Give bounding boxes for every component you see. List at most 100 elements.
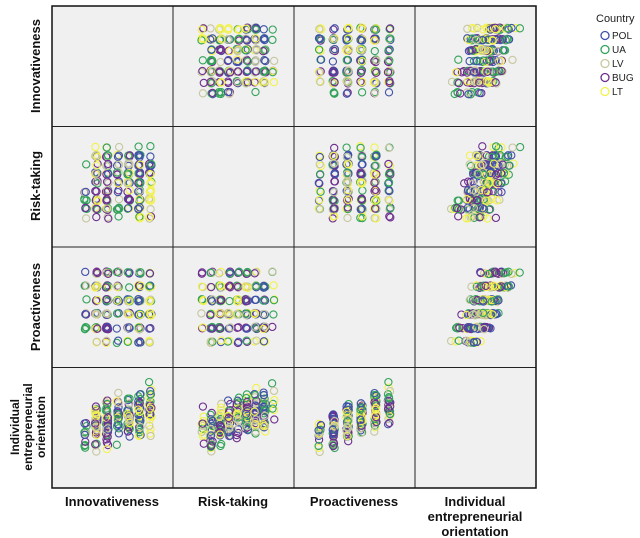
data-point-pol bbox=[342, 89, 351, 98]
data-point-lt bbox=[491, 25, 500, 34]
data-point-pol bbox=[260, 34, 269, 43]
data-point-bug bbox=[215, 67, 224, 76]
data-point-ua bbox=[146, 142, 155, 151]
data-point-bug bbox=[93, 268, 102, 278]
data-point-pol bbox=[224, 427, 233, 436]
data-point-pol bbox=[356, 205, 366, 214]
data-point-lt bbox=[112, 397, 121, 406]
data-point-ua bbox=[268, 68, 277, 77]
data-point-ua bbox=[114, 424, 123, 433]
data-point-pol bbox=[486, 324, 495, 333]
data-point-lv bbox=[344, 66, 353, 75]
data-point-bug bbox=[224, 413, 233, 423]
data-point-ua bbox=[500, 46, 510, 55]
data-point-lt bbox=[343, 34, 353, 43]
data-point-ua bbox=[268, 35, 277, 45]
data-point-lv bbox=[370, 427, 379, 436]
data-point-lt bbox=[125, 168, 134, 178]
data-point-lt bbox=[316, 161, 326, 171]
data-point-lt bbox=[145, 297, 154, 306]
data-point-ua bbox=[113, 410, 122, 419]
data-point-pol bbox=[223, 396, 233, 405]
cell-background bbox=[51, 5, 174, 127]
data-point-lt bbox=[452, 68, 461, 77]
data-point-ua bbox=[146, 390, 155, 399]
data-point-lt bbox=[370, 66, 379, 75]
data-point-pol bbox=[124, 323, 134, 332]
data-point-ua bbox=[269, 296, 279, 305]
data-point-pol bbox=[208, 34, 217, 43]
data-point-bug bbox=[470, 168, 479, 178]
data-point-ua bbox=[241, 417, 251, 426]
legend-label-lt: LT bbox=[612, 87, 623, 98]
data-point-lt bbox=[216, 267, 226, 277]
data-point-lt bbox=[484, 78, 494, 87]
data-point-lv bbox=[315, 68, 324, 77]
data-point-ua bbox=[241, 46, 250, 55]
data-point-lv bbox=[103, 309, 112, 319]
data-point-ua bbox=[357, 428, 367, 437]
data-point-ua bbox=[370, 46, 379, 56]
cell-background bbox=[293, 246, 416, 368]
data-point-bug bbox=[270, 415, 279, 424]
data-point-bug bbox=[103, 396, 112, 405]
legend-marker-lt bbox=[600, 86, 610, 97]
data-point-ua bbox=[103, 399, 112, 409]
data-point-lt bbox=[90, 406, 100, 415]
data-point-lt bbox=[372, 410, 381, 419]
data-point-pol bbox=[472, 337, 481, 347]
data-point-lt bbox=[482, 170, 491, 179]
data-point-pol bbox=[259, 34, 268, 44]
data-point-pol bbox=[492, 309, 501, 318]
data-point-ua bbox=[454, 55, 463, 64]
data-point-pol bbox=[260, 283, 269, 292]
data-point-lt bbox=[217, 78, 226, 87]
data-point-lt bbox=[357, 57, 367, 66]
data-point-lv bbox=[343, 422, 352, 432]
data-point-bug bbox=[384, 159, 393, 169]
data-point-lt bbox=[510, 268, 519, 278]
data-point-bug bbox=[497, 66, 506, 76]
data-point-ua bbox=[314, 441, 323, 451]
data-point-lt bbox=[476, 44, 486, 54]
data-point-lt bbox=[370, 196, 380, 205]
data-point-ua bbox=[134, 142, 143, 151]
data-point-lt bbox=[488, 310, 497, 319]
data-point-lv bbox=[342, 426, 351, 435]
data-point-pol bbox=[225, 268, 234, 277]
plot-cells bbox=[51, 5, 537, 489]
data-point-lv bbox=[467, 282, 476, 291]
data-point-lv bbox=[114, 388, 123, 398]
data-point-lt bbox=[356, 45, 365, 54]
data-point-pol bbox=[114, 420, 123, 430]
data-point-ua bbox=[356, 213, 365, 223]
data-point-ua bbox=[112, 168, 122, 177]
data-point-lv bbox=[223, 308, 233, 318]
data-point-bug bbox=[330, 177, 340, 186]
cell-proactiveness-vs-proactiveness bbox=[293, 246, 416, 368]
data-point-lt bbox=[269, 281, 278, 290]
data-point-pol bbox=[113, 152, 123, 161]
data-point-ua bbox=[252, 281, 261, 291]
data-point-ua bbox=[316, 169, 325, 179]
data-point-lv bbox=[344, 45, 353, 55]
data-point-ua bbox=[479, 170, 488, 179]
data-point-lt bbox=[197, 25, 206, 34]
data-point-ua bbox=[258, 400, 268, 409]
data-point-ua bbox=[234, 413, 243, 422]
data-point-bug bbox=[329, 66, 338, 75]
data-point-bug bbox=[224, 408, 234, 417]
data-point-lt bbox=[241, 24, 250, 33]
data-point-lv bbox=[198, 89, 208, 98]
data-point-pol bbox=[463, 203, 473, 212]
data-point-lv bbox=[315, 25, 324, 34]
data-point-lv bbox=[214, 269, 224, 278]
data-point-bug bbox=[145, 269, 155, 278]
data-point-ua bbox=[112, 440, 121, 449]
data-point-bug bbox=[329, 441, 338, 451]
data-point-lt bbox=[492, 196, 502, 205]
cell-background bbox=[293, 5, 416, 127]
data-point-pol bbox=[469, 324, 479, 333]
data-point-bug bbox=[103, 159, 113, 169]
cell-individual-entrepreneurial-orientation-vs-innovativeness bbox=[51, 367, 174, 489]
